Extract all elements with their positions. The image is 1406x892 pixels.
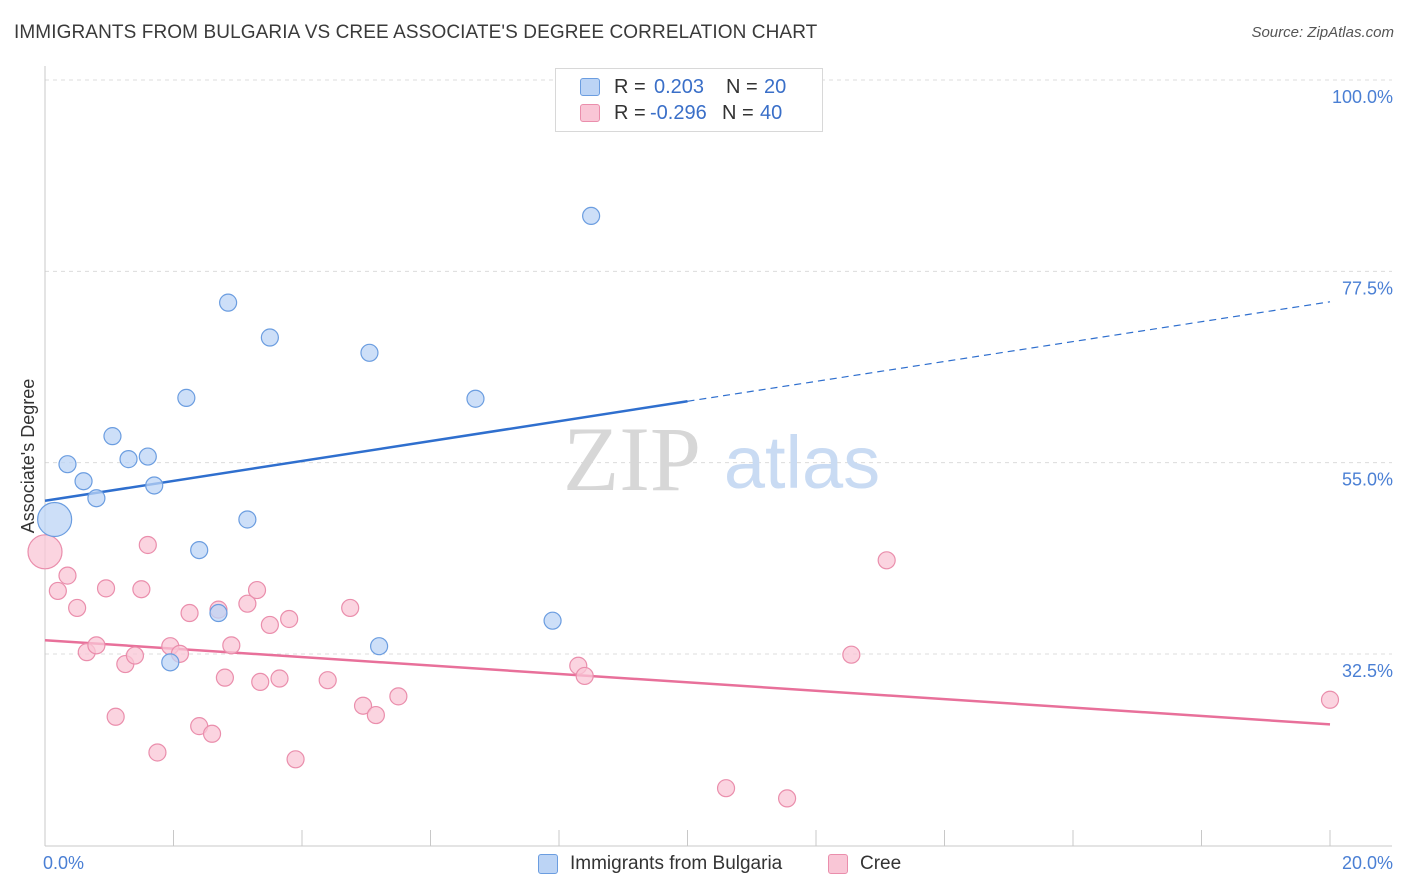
cree-point: [716, 779, 736, 798]
cree-point: [877, 551, 896, 570]
n-label: N =: [722, 101, 754, 124]
cree-point: [238, 594, 257, 613]
cree-point: [270, 669, 289, 688]
bulgaria-point: [161, 653, 180, 672]
cree-swatch: [828, 854, 848, 874]
trend-lines: [44, 301, 1331, 726]
bulgaria-point: [58, 455, 77, 474]
bulgaria-point: [260, 328, 279, 347]
watermark: ZIP atlas: [563, 408, 880, 510]
cree-point: [777, 789, 797, 808]
cree-point: [842, 645, 861, 664]
cree-point: [366, 705, 385, 725]
bulgaria-point: [37, 501, 73, 538]
cree-point: [353, 696, 373, 715]
axes: [44, 66, 1392, 847]
y-tick-label: 32.5%: [1342, 661, 1393, 681]
cree-point: [138, 535, 157, 555]
correlation-legend: R = 0.203 N = 20 R = -0.296 N = 40: [555, 68, 823, 132]
bulgaria-point: [145, 476, 164, 495]
watermark-atlas: atlas: [724, 421, 880, 504]
x-tick-label: 0.0%: [43, 853, 84, 873]
bulgaria-point: [543, 611, 562, 630]
legend-row-bulgaria: R = 0.203 N = 20: [580, 75, 786, 99]
bulgaria-point: [466, 389, 485, 408]
cree-point: [575, 666, 594, 686]
bottom-legend-cree: Cree: [828, 852, 901, 876]
bulgaria-point: [103, 427, 122, 446]
bulgaria-point: [370, 637, 389, 656]
bulgaria-swatch: [580, 78, 600, 96]
source-label: Source: ZipAtlas.com: [1251, 24, 1394, 41]
cree-point: [96, 579, 116, 598]
n-label: N =: [726, 75, 758, 98]
cree-point: [260, 615, 279, 635]
cree-point: [247, 580, 267, 600]
chart-title: IMMIGRANTS FROM BULGARIA VS CREE ASSOCIA…: [14, 22, 818, 43]
cree-point: [58, 566, 77, 585]
cree-point: [148, 743, 167, 762]
cree-swatch: [580, 104, 600, 122]
y-tick-label: 55.0%: [1342, 470, 1393, 490]
cree-point: [251, 672, 270, 692]
cree-point: [132, 580, 151, 599]
cree-point: [68, 598, 87, 618]
y-tick-label: 77.5%: [1342, 278, 1393, 298]
cree-point: [125, 646, 145, 665]
r-value: 0.203: [654, 75, 705, 98]
tick-labels: 32.5% 55.0% 77.5% 100.0% 0.0% 20.0%: [43, 87, 1393, 873]
r-value: -0.296: [650, 101, 707, 124]
cree-point: [215, 668, 234, 687]
cree-point: [318, 671, 337, 690]
cree-point: [1320, 690, 1340, 709]
cree-point: [27, 534, 63, 570]
bulgaria-label: Immigrants from Bulgaria: [570, 853, 783, 874]
n-value: 40: [760, 101, 783, 124]
r-label: R =: [614, 75, 646, 98]
bulgaria-trend-extension: [687, 301, 1331, 402]
bulgaria-point: [219, 293, 238, 312]
bulgaria-point: [360, 343, 379, 362]
cree-point: [106, 707, 125, 726]
x-tick-label: 20.0%: [1342, 853, 1393, 873]
bulgaria-point: [190, 540, 209, 560]
bulgaria-point: [582, 206, 601, 226]
cree-point: [286, 750, 305, 769]
legend-row-cree: R = -0.296 N = 40: [580, 101, 782, 125]
cree-point: [180, 603, 199, 623]
cree-point: [389, 687, 408, 706]
bulgaria-point: [74, 472, 93, 491]
bulgaria-point: [209, 603, 228, 623]
watermark-zip: ZIP: [563, 408, 701, 510]
cree-point: [222, 636, 241, 655]
bulgaria-swatch: [538, 854, 558, 874]
data-points: [27, 206, 1340, 808]
cree-point: [202, 724, 222, 743]
bulgaria-point: [177, 388, 196, 407]
cree-point: [280, 609, 299, 629]
y-tick-label: 100.0%: [1332, 87, 1393, 107]
bottom-legend-bulgaria: Immigrants from Bulgaria: [538, 852, 782, 876]
y-axis-label: Associate's Degree: [18, 379, 38, 534]
bulgaria-point: [87, 489, 106, 508]
cree-label: Cree: [860, 853, 902, 874]
r-label: R =: [614, 101, 646, 124]
bulgaria-point: [119, 450, 138, 469]
cree-point: [87, 636, 106, 655]
cree-trend-line: [44, 638, 1331, 726]
bulgaria-point: [138, 447, 157, 466]
grid-lines: [45, 79, 1392, 655]
bulgaria-point: [238, 510, 257, 529]
cree-point: [48, 581, 67, 601]
cree-point: [341, 598, 360, 618]
n-value: 20: [764, 75, 787, 98]
